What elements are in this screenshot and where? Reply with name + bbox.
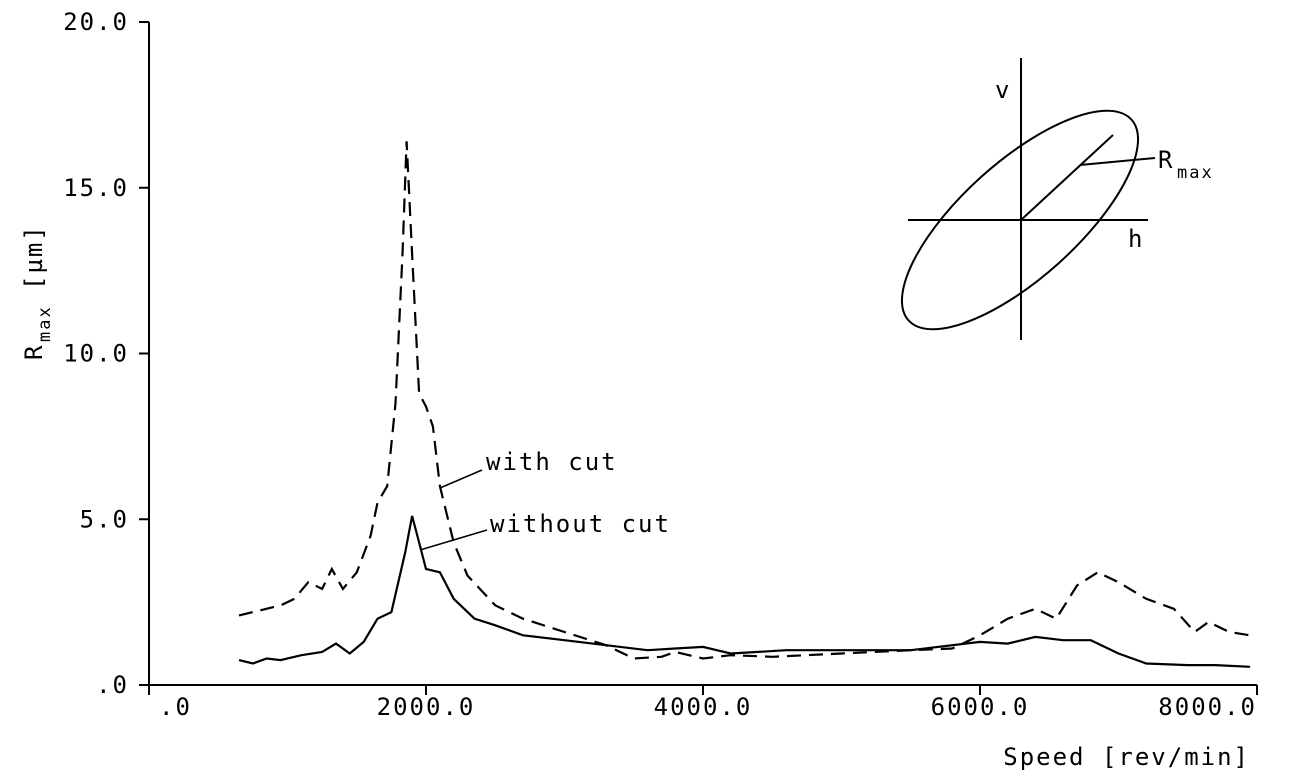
inset-ellipse: [900, 109, 1140, 331]
x-tick-label: .0: [159, 693, 192, 721]
y-label-main: R: [20, 344, 48, 360]
x-tick-label: 2000.0: [377, 693, 476, 721]
inset-v: v: [995, 76, 1011, 104]
y-tick-label: 15.0: [63, 174, 129, 202]
y-label-unit: [µm]: [20, 224, 48, 290]
y-tick-label: 5.0: [80, 505, 129, 533]
annotation-leader: [439, 469, 483, 489]
inset-leader: [1079, 157, 1156, 166]
series-line: [238, 141, 1251, 660]
inset-rmax-line: [1020, 134, 1114, 221]
x-tick-label: 4000.0: [654, 693, 753, 721]
y-label-sub: max: [35, 305, 55, 342]
inset-r-sub: max: [1177, 163, 1214, 183]
y-tick-label: 10.0: [63, 340, 129, 368]
y-tick-label: .0: [96, 671, 129, 699]
x-axis-label: Speed [rev/min]: [1003, 743, 1250, 771]
series-label: without cut: [490, 510, 671, 538]
x-tick-label: 8000.0: [1158, 693, 1257, 721]
series-label: with cut: [486, 448, 618, 476]
series-line: [238, 515, 1251, 668]
y-axis-label: R max [µm]: [20, 224, 55, 360]
inset-diagram: [900, 58, 1156, 340]
inset-h: h: [1128, 225, 1144, 253]
x-tick-label: 6000.0: [931, 693, 1030, 721]
inset-r: R: [1158, 146, 1174, 174]
y-tick-label: 20.0: [63, 8, 129, 36]
